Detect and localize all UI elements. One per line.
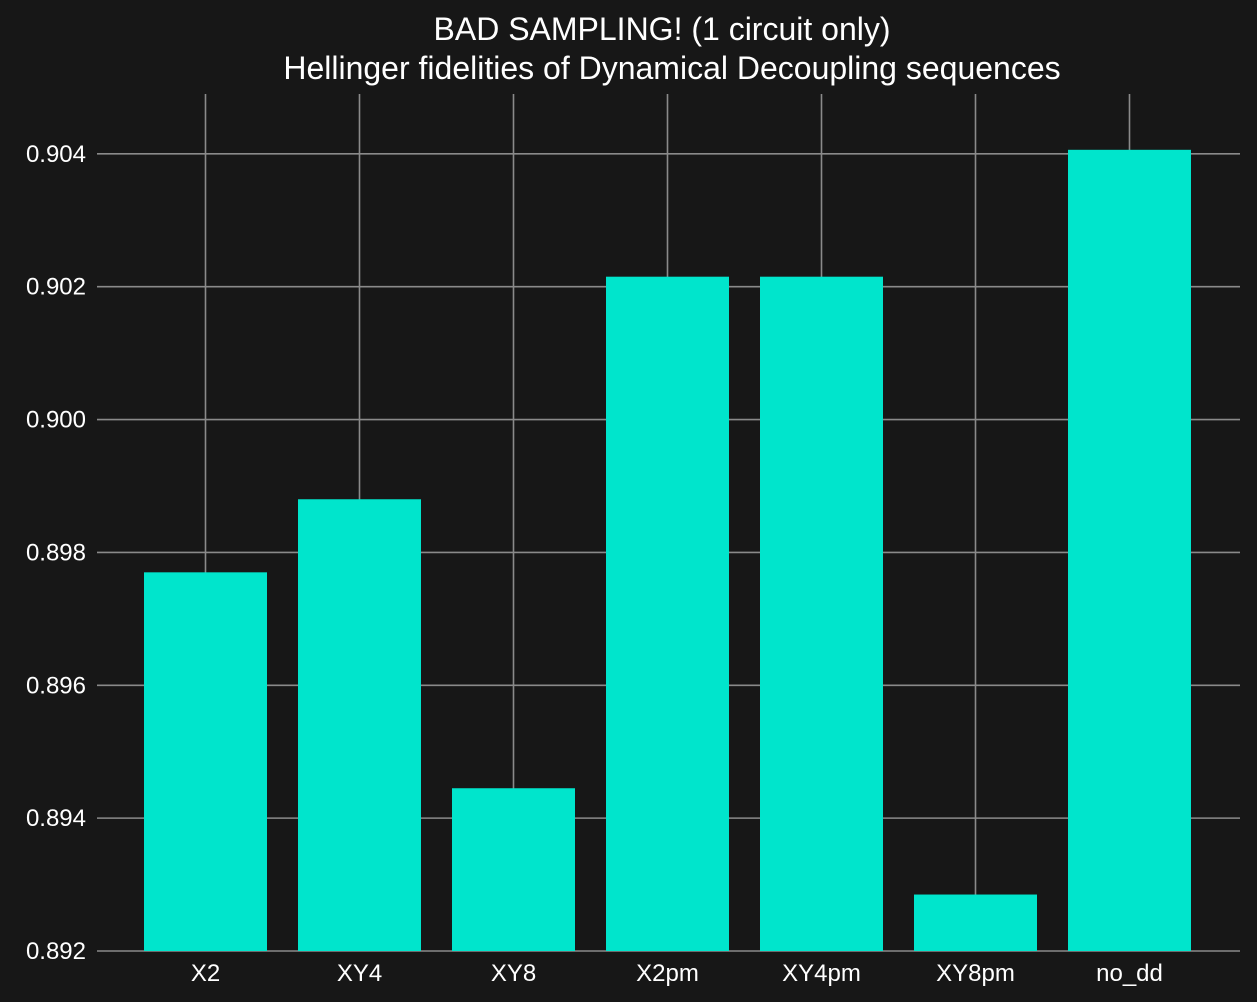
x-tick-label: X2pm <box>636 960 699 987</box>
bar-no_dd <box>1068 149 1191 951</box>
y-tick-label: 0.900 <box>26 407 86 434</box>
y-tick-label: 0.894 <box>26 805 86 832</box>
chart-title: BAD SAMPLING! (1 circuit only) <box>434 11 891 47</box>
chart-subtitle: Hellinger fidelities of Dynamical Decoup… <box>283 50 1060 86</box>
y-tick-label: 0.902 <box>26 274 86 301</box>
bar-X2 <box>144 572 267 951</box>
bar-XY4 <box>298 499 421 951</box>
x-tick-label: X2 <box>191 960 220 987</box>
bar-XY4pm <box>760 276 883 951</box>
bars <box>144 149 1191 951</box>
bar-X2pm <box>606 276 729 951</box>
x-tick-label: XY4 <box>337 960 382 987</box>
bar-XY8pm <box>914 894 1037 951</box>
y-tick-label: 0.896 <box>26 672 86 699</box>
y-tick-label: 0.892 <box>26 938 86 965</box>
x-tick-label: XY8pm <box>936 960 1015 987</box>
x-tick-label: XY8 <box>491 960 536 987</box>
bar-XY8 <box>452 788 575 951</box>
x-tick-label: no_dd <box>1096 960 1163 987</box>
x-tick-label: XY4pm <box>782 960 861 987</box>
y-axis-ticks: 0.892 0.894 0.896 0.898 0.900 0.902 0.904 <box>26 141 86 965</box>
y-tick-label: 0.904 <box>26 141 86 168</box>
y-tick-label: 0.898 <box>26 539 86 566</box>
x-axis-ticks: X2 XY4 XY8 X2pm XY4pm XY8pm no_dd <box>191 960 1163 987</box>
